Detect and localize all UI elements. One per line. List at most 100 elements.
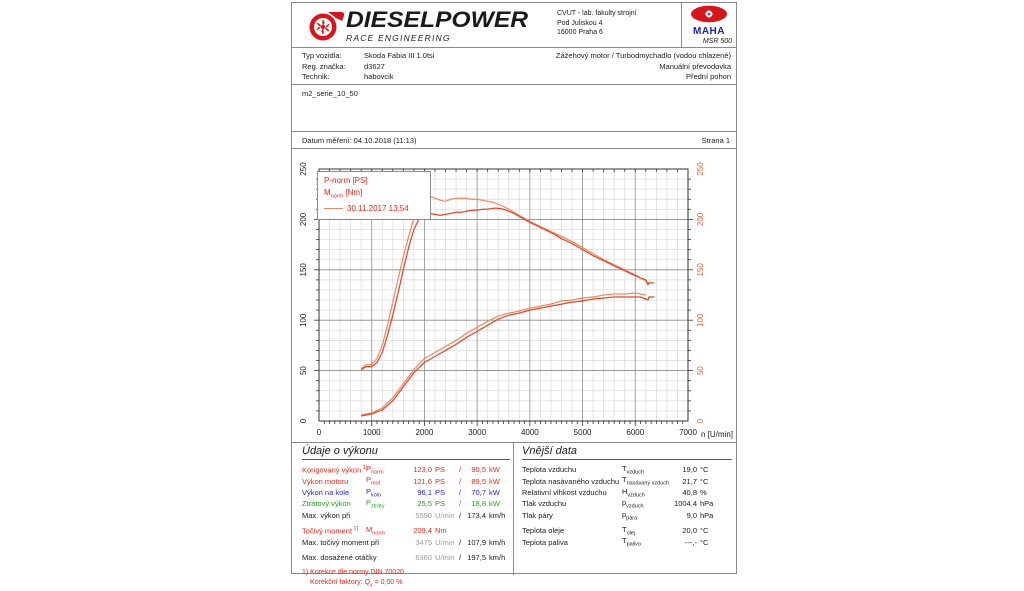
comment-box: m2_serie_10_50 bbox=[292, 85, 736, 132]
results-tables: Údaje o výkonu Korigovaný výkon 1) Pnorm 1… bbox=[292, 442, 736, 589]
unit-1: U/min bbox=[435, 510, 455, 520]
power-table-row: Výkon motoru Pmot 121,6 PS / 89,5 kW bbox=[302, 475, 510, 487]
slash: / bbox=[459, 476, 462, 486]
value-1: 5590 bbox=[415, 510, 432, 520]
maha-oval-icon bbox=[691, 5, 727, 23]
legend-torque-label: Mnorm [Nm] bbox=[324, 188, 363, 200]
value-2: 197,5 bbox=[467, 552, 486, 562]
row-label: Korigovaný výkon 1) bbox=[302, 465, 368, 475]
row-label: Max. točivý moment při bbox=[302, 537, 380, 547]
power-table-row: Výkon na kole Pkolo 96,1 PS / 70,7 kW bbox=[302, 487, 510, 499]
unit-2: km/h bbox=[489, 552, 506, 562]
dyno-chart-area: 0 1000 2000 3000 4000 5000 6000 7000 0 0 50 50 100 10… bbox=[292, 149, 736, 442]
svg-text:50: 50 bbox=[299, 366, 308, 375]
svg-text:50: 50 bbox=[696, 366, 705, 375]
unit-2: km/h bbox=[489, 537, 506, 547]
row-label: Teplota nasávaného vzduchu bbox=[522, 476, 620, 486]
unit-2: kW bbox=[489, 465, 500, 475]
unit: °C bbox=[700, 465, 709, 475]
value-2: 70,7 bbox=[471, 488, 486, 498]
value-1: 6360 bbox=[415, 552, 432, 562]
row-label: Teplota oleje bbox=[522, 526, 565, 536]
unit-2: kW bbox=[489, 488, 500, 498]
unit-1: PS bbox=[435, 465, 446, 475]
power-table: Údaje o výkonu Korigovaný výkon 1) Pnorm 1… bbox=[302, 445, 510, 591]
maha-model: MSR 500 bbox=[702, 38, 732, 45]
svg-text:4000: 4000 bbox=[521, 428, 539, 437]
svg-text:6000: 6000 bbox=[626, 428, 644, 437]
engine-type-text: Zážehový motor / Turbodmychadlo (vodou c… bbox=[555, 51, 731, 60]
row-label: Točivý moment 1) bbox=[302, 525, 359, 536]
curve-p-norm-reference-30-11-2017-ps- bbox=[361, 292, 646, 416]
row-symbol: Hvzduch bbox=[622, 486, 645, 499]
chart-legend: P-norm [PS] Mnorm [Nm] 30.11.2017 13:54 bbox=[317, 171, 431, 220]
vehicle-row: Typ vozidla: Skoda Fabia III 1.0tsi bbox=[302, 51, 434, 62]
value: 1004,4 bbox=[674, 499, 697, 509]
correction-footnote: 1) Korekce dle normy DIN 70020 Korekční … bbox=[302, 568, 510, 590]
drive-text: Přední pohon bbox=[685, 72, 731, 81]
svg-text:250: 250 bbox=[299, 162, 308, 176]
gearbox-text: Manuální převodovka bbox=[659, 61, 731, 71]
power-table-row: Max. točivý moment při 3475 U/min / 107,9 km/… bbox=[302, 536, 510, 547]
value-1: 123,0 bbox=[413, 465, 432, 475]
slash: / bbox=[459, 537, 462, 547]
value-2: 173,4 bbox=[467, 510, 486, 520]
brand-subtitle: RACE ENGINEERING bbox=[346, 33, 451, 43]
footnote-line1: 1) Korekce dle normy DIN 70020 bbox=[302, 569, 404, 577]
technician-label: Technik: bbox=[302, 72, 330, 81]
ambient-table-row: Teplota paliva Tpalivo ---,- °C bbox=[522, 536, 732, 548]
unit: °C bbox=[700, 476, 709, 486]
slash: / bbox=[459, 488, 462, 498]
table-divider bbox=[513, 443, 514, 575]
row-symbol: Tnasávaný vzduch bbox=[622, 475, 670, 487]
vehicle-info-left: Typ vozidla: Skoda Fabia III 1.0tsi Reg.… bbox=[302, 51, 434, 83]
row-symbol: Mnorm bbox=[366, 524, 385, 537]
address-line: Pod Juliskou 4 bbox=[557, 19, 603, 27]
vehicle-info-right: Zážehový motor / Turbodmychadlo (vodou c… bbox=[556, 51, 731, 83]
value-1: 25,5 bbox=[417, 499, 432, 509]
vehicle-row: Reg. značka: d3627 bbox=[302, 62, 434, 73]
row-label: Teplota vzduchu bbox=[522, 465, 577, 475]
address-line: 16000 Praha 6 bbox=[557, 29, 603, 36]
power-table-row: Max. dosažené otáčky 6360 U/min / 197,5 km/h bbox=[302, 552, 510, 563]
row-label: Tlak vzduchu bbox=[522, 499, 567, 509]
technician-value: habovcik bbox=[364, 72, 394, 81]
reference-line-swatch bbox=[324, 207, 343, 209]
slash: / bbox=[459, 552, 462, 562]
svg-text:0: 0 bbox=[696, 418, 705, 423]
vehicle-row: Technik: habovcik bbox=[302, 72, 434, 83]
value-2: 90,5 bbox=[471, 465, 486, 475]
unit-1: U/min bbox=[435, 537, 455, 547]
value: ---,- bbox=[684, 537, 697, 547]
unit: hPa bbox=[700, 499, 714, 509]
svg-text:0: 0 bbox=[299, 418, 308, 423]
svg-text:100: 100 bbox=[299, 313, 308, 327]
vehicle-type-value: Skoda Fabia III 1.0tsi bbox=[364, 51, 435, 60]
svg-text:200: 200 bbox=[696, 212, 705, 226]
unit: °C bbox=[700, 526, 709, 536]
row-label: Tlak páry bbox=[522, 510, 553, 520]
value-1: 96,1 bbox=[417, 488, 432, 498]
curve-m-norm-reference-30-11-2017-nm- bbox=[360, 195, 649, 370]
power-table-row: Točivý moment 1) Mnorm 209,4 Nm bbox=[302, 524, 510, 537]
row-symbol: Tolej bbox=[622, 524, 636, 537]
row-label: Ztrátový výkon bbox=[302, 499, 351, 509]
value: 40,8 bbox=[682, 488, 697, 498]
slash: / bbox=[459, 465, 462, 475]
unit-1: PS bbox=[435, 488, 446, 498]
value: 19,0 bbox=[682, 465, 697, 475]
power-table-rows: Korigovaný výkon 1) Pnorm 123,0 PS/90,5 kW Vý… bbox=[302, 464, 510, 563]
ambient-table-row: Relativní vlhkost vzduchu Hvzduch 40,8% bbox=[522, 486, 732, 499]
vehicle-info-section: Typ vozidla: Skoda Fabia III 1.0tsi Reg.… bbox=[292, 48, 736, 85]
row-symbol: Pmot bbox=[366, 475, 381, 487]
unit-1: PS bbox=[435, 476, 446, 486]
unit: % bbox=[700, 488, 707, 498]
ambient-table-title: Vnější data bbox=[522, 445, 732, 460]
row-symbol: Tvzduch bbox=[622, 464, 645, 476]
row-label: Max. výkon při bbox=[302, 510, 351, 520]
ambient-table-row: Teplota vzduchu Tvzduch 19,0 °C bbox=[522, 464, 732, 476]
slash: / bbox=[459, 499, 462, 509]
footnote-line2: Korekční faktory: Qv = 0,00 % bbox=[310, 579, 403, 589]
legend-reference-entry: 30.11.2017 13:54 bbox=[324, 203, 424, 215]
reg-plate-value: d3627 bbox=[364, 61, 385, 71]
